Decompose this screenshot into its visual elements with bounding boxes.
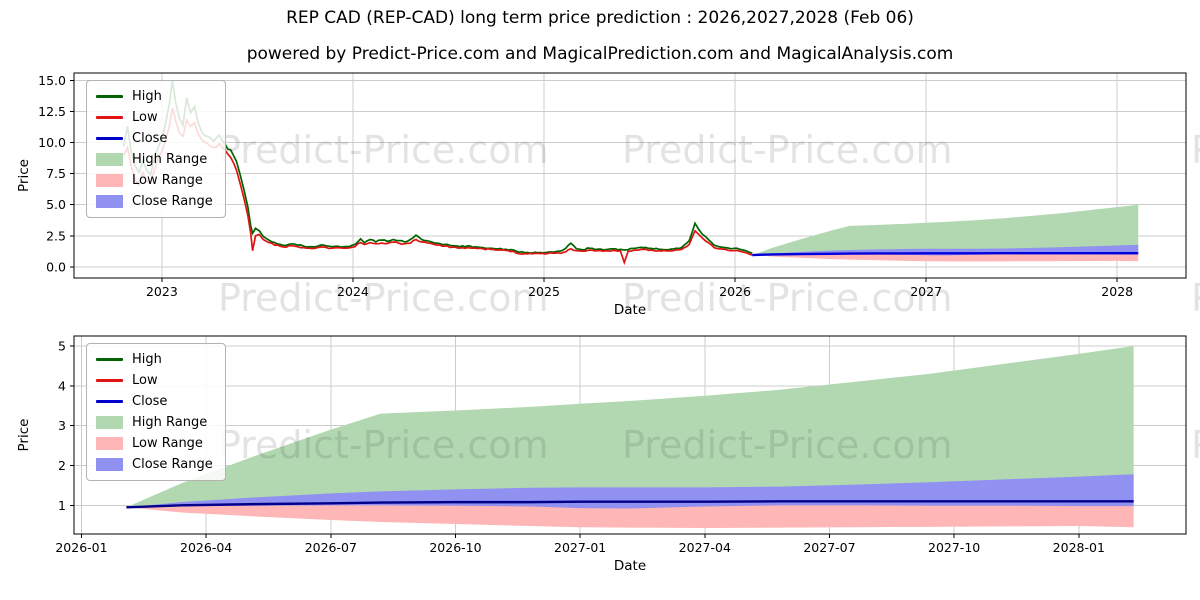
legend-swatch-high: [96, 95, 123, 98]
watermark-text: Predict-Price.com: [622, 423, 953, 467]
x-tick-label: 2026-04: [180, 540, 232, 555]
legend-item: Close Range: [96, 454, 213, 475]
chart-subtitle: powered by Predict-Price.com and Magical…: [246, 44, 954, 64]
x-tick-label: 2023: [146, 284, 178, 299]
legend-label: Close: [132, 131, 168, 146]
plot-border: [73, 72, 1187, 279]
low-range-area: [126, 501, 1134, 529]
watermark-text: Predict-Price.com: [1191, 276, 1200, 320]
y-tick-label: 2.5: [46, 228, 66, 243]
legend-swatch-low: [96, 379, 123, 382]
watermark-text: Predict-Price.com: [218, 423, 549, 467]
legend-swatch-close: [96, 400, 123, 403]
y-tick-label: 4: [58, 378, 66, 393]
legend: High Low Close High Range Low Range Close Ran…: [86, 343, 226, 481]
legend-label: Low Range: [132, 436, 203, 451]
legend-item: High Range: [96, 149, 213, 170]
x-tick-label: 2026-10: [429, 540, 481, 555]
y-tick-label: 5: [58, 338, 66, 353]
x-tick-label: 2028: [1101, 284, 1133, 299]
legend-swatch-high: [96, 358, 123, 361]
legend-label: High Range: [132, 152, 208, 167]
y-axis-label: Price: [16, 419, 32, 452]
forecast-zoom-chart: 2026-01 2026-04 2026-07 2026-10 2027-01 2027-…: [16, 335, 1187, 574]
x-tick-label: 2026: [719, 284, 751, 299]
legend-label: Close: [132, 394, 168, 409]
y-tick-label: 15.0: [38, 73, 66, 88]
legend-swatch-low-range: [96, 174, 123, 187]
close-range-area: [126, 474, 1134, 509]
legend-swatch-close: [96, 137, 123, 140]
y-tick-label: 10.0: [38, 135, 66, 150]
legend-swatch-close-range: [96, 458, 123, 471]
legend-label: Low: [132, 110, 158, 125]
legend-item: Close: [96, 391, 213, 412]
low-range-area: [752, 253, 1139, 262]
legend: High Low Close High Range Low Range Close Ran…: [86, 80, 226, 218]
legend-item: Low Range: [96, 433, 213, 454]
y-axis-label: Price: [16, 159, 32, 192]
legend-label: Close Range: [132, 194, 213, 209]
x-tick-label: 2027-01: [554, 540, 606, 555]
x-tick-label: 2027: [910, 284, 942, 299]
legend-item: High: [96, 86, 213, 107]
legend-swatch-high-range: [96, 416, 123, 429]
legend-label: Close Range: [132, 457, 213, 472]
close-line: [126, 500, 1134, 509]
watermark-text: Predict-Price.com: [1191, 128, 1200, 172]
low-line: [122, 107, 753, 266]
y-tick-label: 0.0: [46, 259, 66, 274]
chart-title: REP CAD (REP-CAD) long term price predic…: [286, 8, 914, 28]
legend-label: Low: [132, 373, 158, 388]
x-tick-label: 2025: [528, 284, 560, 299]
legend-item: High Range: [96, 412, 213, 433]
x-tick-label: 2028-01: [1053, 540, 1105, 555]
legend-label: Low Range: [132, 173, 203, 188]
legend-item: High: [96, 349, 213, 370]
x-tick-label: 2026-01: [55, 540, 107, 555]
close-line: [752, 251, 1139, 257]
legend-label: High Range: [132, 415, 208, 430]
high-line: [122, 80, 753, 255]
legend-item: Low: [96, 370, 213, 391]
x-tick-label: 2026-07: [305, 540, 357, 555]
y-tick-label: 5.0: [46, 197, 66, 212]
legend-label: High: [132, 352, 162, 367]
plot-border: [73, 335, 1187, 535]
y-tick-label: 12.5: [38, 104, 66, 119]
x-tick-label: 2027-04: [679, 540, 731, 555]
y-tick-label: 3: [58, 418, 66, 433]
watermark-text: Predict-Price.com: [218, 128, 549, 172]
legend-item: Close: [96, 128, 213, 149]
x-axis-label: Date: [614, 302, 646, 318]
axes: 2026-01 2026-04 2026-07 2026-10 2027-01 2027-…: [16, 338, 1105, 574]
legend-item: Low Range: [96, 170, 213, 191]
x-tick-label: 2024: [337, 284, 369, 299]
x-tick-label: 2027-07: [803, 540, 855, 555]
legend-swatch-low-range: [96, 437, 123, 450]
legend-item: Close Range: [96, 191, 213, 212]
y-tick-label: 1: [58, 498, 66, 513]
legend-swatch-close-range: [96, 195, 123, 208]
axes: 2023 2024 2025 2026 2027 2028 0.0 2.5 5.0 7.5 10.0…: [16, 73, 1133, 318]
legend-item: Low: [96, 107, 213, 128]
watermark-text: Predict-Price.com: [1191, 423, 1200, 467]
watermark-layer: Predict-Price.com Predict-Price.com Predic…: [218, 128, 1200, 467]
legend-swatch-high-range: [96, 153, 123, 166]
high-range-area: [126, 345, 1134, 508]
x-axis-label: Date: [614, 558, 646, 574]
legend-label: High: [132, 89, 162, 104]
watermark-text: Predict-Price.com: [622, 276, 953, 320]
y-tick-label: 7.5: [46, 166, 66, 181]
price-history-chart: 2023 2024 2025 2026 2027 2028 0.0 2.5 5.0 7.5 10.0…: [16, 72, 1187, 318]
legend-swatch-low: [96, 116, 123, 119]
x-tick-label: 2027-10: [928, 540, 980, 555]
watermark-text: Predict-Price.com: [218, 276, 549, 320]
high-range-area: [752, 204, 1139, 256]
y-tick-label: 2: [58, 458, 66, 473]
watermark-text: Predict-Price.com: [622, 128, 953, 172]
